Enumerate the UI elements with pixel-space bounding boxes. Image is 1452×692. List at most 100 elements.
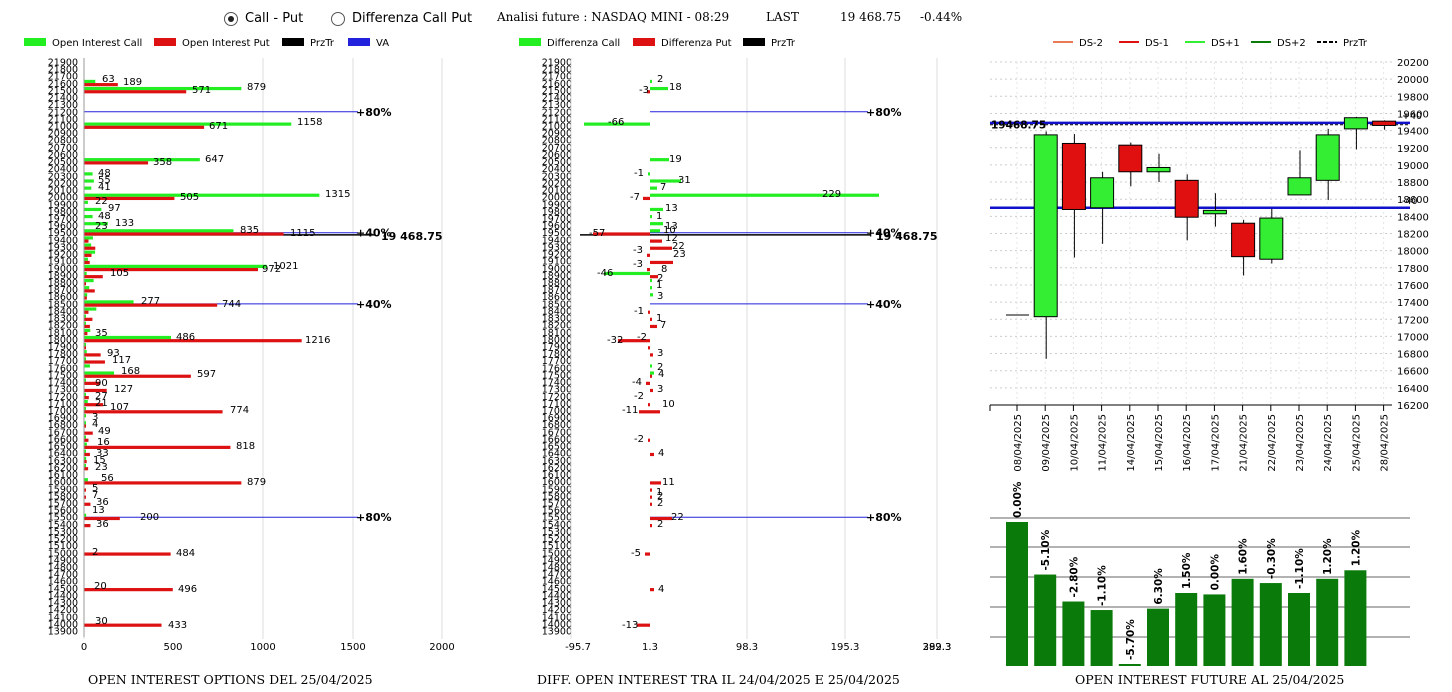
y-tick-label: 17800: [48, 349, 78, 360]
put-bar: [84, 488, 86, 492]
y-tick-label: 19000: [48, 264, 78, 275]
radio-differenza[interactable]: Differenza Call Put: [331, 11, 472, 26]
y-tick-label: 20100: [48, 186, 78, 197]
bar-data-label: 2: [657, 491, 663, 502]
bar-data-label: 744: [222, 299, 241, 310]
bar-data-label: 486: [176, 332, 195, 343]
y-tick-label: 18000: [1397, 247, 1429, 258]
put-bar: [650, 452, 654, 457]
put-bar: [650, 388, 653, 393]
put-bar: [84, 502, 91, 506]
y-tick-label: 21000: [48, 122, 78, 133]
y-tick-label: 19500: [542, 228, 572, 239]
bar-data-label: 5: [92, 483, 98, 494]
bar-data-label: 48: [98, 168, 111, 179]
call-bar: [604, 271, 650, 276]
put-bar: [650, 588, 654, 592]
bar-data-label: 23: [95, 221, 108, 232]
y-tick-label: 16100: [542, 470, 572, 481]
last-change: -0.44%: [920, 10, 963, 24]
bar-data-label: 27: [95, 391, 108, 402]
call-bar: [84, 378, 86, 382]
bar-data-label: 55: [98, 175, 111, 186]
call-bar: [84, 200, 88, 204]
y-tick-label: 20400: [542, 164, 572, 175]
y-tick-label: 20800: [48, 136, 78, 147]
bar-data-label: 1: [656, 211, 662, 222]
call-bar: [84, 335, 171, 340]
put-bar: [650, 481, 661, 485]
bar-data-label: 200: [140, 512, 159, 523]
y-tick-label: 14100: [542, 612, 572, 623]
call-bar: [84, 307, 97, 311]
bar-data-label: 3: [92, 412, 98, 423]
y-tick-label: 21900: [48, 58, 78, 69]
bar-data-label: -3: [639, 85, 649, 96]
radio-call-put[interactable]: Call - Put: [224, 11, 303, 26]
x-tick-label: 1.3: [642, 642, 658, 653]
y-tick-label: 17400: [1397, 298, 1429, 309]
y-tick-label: 15100: [542, 541, 572, 552]
bar-data-label: -2: [637, 332, 647, 343]
bar-data-label: 13: [665, 203, 678, 214]
y-tick-label: 18800: [48, 278, 78, 289]
y-tick-label: 18000: [542, 335, 572, 346]
y-tick-label: 19800: [48, 207, 78, 218]
y-tick-label: 20900: [542, 129, 572, 140]
bar-data-label: 4: [658, 369, 664, 380]
y-tick-label: 16200: [542, 463, 572, 474]
x-tick-label: 09/04/2025: [1041, 414, 1052, 472]
y-tick-label: 19500: [48, 228, 78, 239]
y-tick-label: 17200: [48, 392, 78, 403]
bar-data-label: -57: [589, 228, 605, 239]
call-bar: [650, 186, 657, 190]
przTr-label: 19468.75: [991, 120, 1046, 132]
call-bar: [84, 179, 94, 183]
put-bar: [84, 317, 93, 321]
x-tick-label: 22/04/2025: [1267, 414, 1278, 472]
bar-data-label: 879: [247, 82, 266, 93]
y-tick-label: 19100: [48, 257, 78, 268]
put-bar: [647, 253, 650, 257]
bar-data-label: 2: [657, 519, 663, 530]
oi-change-bar: [1259, 583, 1282, 666]
bar-data-label: 1.60%: [1238, 538, 1250, 575]
y-tick-label: 17900: [48, 342, 78, 353]
candle-body: [1315, 134, 1340, 181]
y-tick-label: 17500: [48, 370, 78, 381]
y-tick-label: 14600: [542, 577, 572, 588]
bar-data-label: 496: [178, 584, 197, 595]
put-bar: [84, 324, 90, 329]
put-bar: [84, 424, 86, 428]
put-bar: [650, 260, 673, 265]
y-tick-label: 14700: [48, 570, 78, 581]
bar-data-label: 22: [671, 512, 684, 523]
bar-data-label: -1: [634, 306, 644, 317]
y-tick-label: 16500: [48, 442, 78, 453]
bar-data-label: -2: [634, 434, 644, 445]
put-bar: [84, 395, 89, 400]
y-tick-label: 19700: [48, 214, 78, 225]
legend-label: Differenza Call: [547, 38, 620, 49]
y-tick-label: 20600: [542, 150, 572, 161]
call-bar: [84, 478, 88, 482]
bar-data-label: 97: [108, 203, 121, 214]
bar-data-label: 2: [657, 362, 663, 373]
call-bar: [650, 179, 681, 183]
y-tick-label: 17600: [48, 363, 78, 374]
value-area-label: +40%: [866, 298, 902, 311]
y-tick-label: 20600: [48, 150, 78, 161]
put-bar: [84, 374, 191, 378]
y-tick-label: 17000: [48, 406, 78, 417]
bar-data-label: -4: [632, 377, 642, 388]
bar-data-label: 1115: [290, 228, 315, 239]
y-tick-label: 15800: [542, 491, 572, 502]
value-area-label: -40: [1402, 196, 1418, 207]
y-tick-label: 14300: [542, 598, 572, 609]
call-bar: [84, 236, 93, 240]
x-tick-label: 24/04/2025: [1323, 414, 1334, 472]
put-bar: [84, 353, 101, 357]
y-tick-label: 18600: [48, 292, 78, 303]
bar-data-label: 879: [247, 477, 266, 488]
put-bar: [84, 253, 92, 257]
